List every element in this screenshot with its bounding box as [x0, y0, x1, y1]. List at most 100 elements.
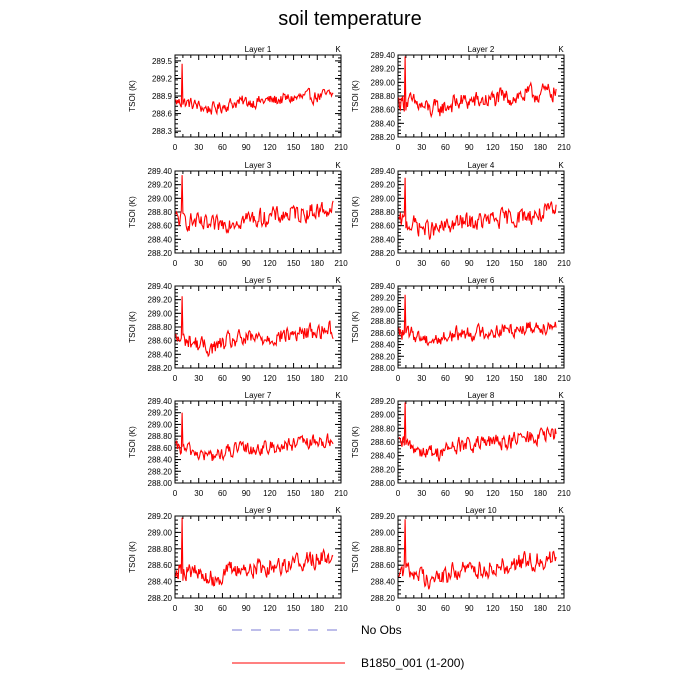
y-tick-label: 288.80 [371, 317, 396, 326]
y-tick-label: 289.00 [148, 194, 173, 203]
y-tick-label: 288.80 [148, 208, 173, 217]
panel-title: Layer 5 [245, 276, 272, 285]
y-tick-label: 288.3 [152, 127, 173, 136]
x-tick-label: 30 [417, 374, 426, 383]
y-axis-label: TSOI (K) [128, 196, 137, 228]
x-tick-label: 90 [465, 604, 474, 613]
x-tick-label: 210 [334, 604, 348, 613]
y-tick-label: 289.00 [371, 528, 396, 537]
x-tick-label: 210 [557, 259, 571, 268]
y-axis-label: TSOI (K) [128, 311, 137, 343]
y-tick-label: 289.40 [148, 397, 173, 406]
y-tick-label: 289.20 [371, 512, 396, 521]
y-tick-label: 289.00 [148, 420, 173, 429]
y-axis-label: TSOI (K) [351, 311, 360, 343]
x-tick-label: 90 [242, 604, 251, 613]
x-tick-label: 180 [534, 143, 548, 152]
unit-label: K [335, 276, 341, 285]
unit-label: K [558, 45, 564, 54]
y-axis-label: TSOI (K) [351, 426, 360, 458]
x-tick-label: 120 [263, 489, 277, 498]
x-tick-label: 150 [510, 259, 524, 268]
x-tick-label: 210 [334, 374, 348, 383]
y-tick-label: 288.80 [371, 545, 396, 554]
panel-title: Layer 1 [245, 45, 272, 54]
y-tick-label: 288.60 [371, 561, 396, 570]
x-tick-label: 90 [465, 489, 474, 498]
y-tick-label: 289.20 [371, 181, 396, 190]
panel-title: Layer 8 [468, 391, 495, 400]
y-tick-label: 288.60 [148, 222, 173, 231]
x-tick-label: 90 [465, 374, 474, 383]
y-tick-label: 288.40 [148, 578, 173, 587]
x-tick-label: 90 [465, 259, 474, 268]
x-tick-label: 0 [173, 143, 178, 152]
x-tick-label: 30 [417, 259, 426, 268]
series-line-b1850 [398, 402, 557, 462]
y-tick-label: 289.20 [148, 181, 173, 190]
panel-title: Layer 4 [468, 161, 495, 170]
x-tick-label: 180 [311, 604, 325, 613]
series-line-b1850 [175, 63, 334, 116]
y-tick-label: 289.20 [148, 512, 173, 521]
panel-layer-5: Layer 5 K 0 30 60 90 120 150 180 210 288.20 288.40 2… [128, 276, 348, 383]
y-tick-label: 289.2 [152, 74, 173, 83]
x-tick-label: 0 [396, 374, 401, 383]
y-tick-label: 288.80 [371, 424, 396, 433]
y-tick-label: 289.00 [148, 528, 173, 537]
x-tick-label: 150 [287, 374, 301, 383]
x-tick-label: 180 [311, 143, 325, 152]
x-tick-label: 90 [242, 143, 251, 152]
x-tick-label: 210 [557, 374, 571, 383]
y-tick-label: 289.20 [148, 296, 173, 305]
y-tick-label: 288.20 [148, 467, 173, 476]
x-tick-label: 0 [173, 489, 178, 498]
panel-layer-7: Layer 7 K 0 30 60 90 120 150 180 210 288.00 288.20 2… [128, 391, 348, 498]
x-tick-label: 60 [218, 259, 227, 268]
y-tick-label: 288.20 [148, 249, 173, 258]
y-tick-label: 289.20 [371, 65, 396, 74]
x-tick-label: 120 [486, 489, 500, 498]
y-tick-label: 289.20 [148, 409, 173, 418]
y-tick-label: 288.60 [371, 329, 396, 338]
x-tick-label: 120 [486, 143, 500, 152]
y-tick-label: 288.80 [371, 208, 396, 217]
x-tick-label: 90 [242, 374, 251, 383]
x-tick-label: 60 [441, 489, 450, 498]
y-tick-label: 288.20 [371, 465, 396, 474]
y-tick-label: 288.60 [148, 444, 173, 453]
series-line-b1850 [398, 519, 557, 590]
panel-title: Layer 7 [245, 391, 272, 400]
x-tick-label: 120 [263, 143, 277, 152]
x-tick-label: 0 [173, 259, 178, 268]
x-tick-label: 180 [311, 259, 325, 268]
x-tick-label: 30 [194, 374, 203, 383]
y-tick-label: 288.9 [152, 92, 173, 101]
y-tick-label: 288.80 [148, 432, 173, 441]
series-line-b1850 [175, 175, 334, 234]
x-tick-label: 150 [510, 374, 524, 383]
series-line-b1850 [398, 56, 557, 119]
x-tick-label: 150 [287, 489, 301, 498]
y-tick-label: 288.40 [371, 119, 396, 128]
y-tick-label: 288.20 [371, 133, 396, 142]
panel-layer-2: Layer 2 K 0 30 60 90 120 150 180 210 288.20 288.40 2… [351, 45, 571, 152]
y-axis-label: TSOI (K) [351, 80, 360, 112]
y-axis-label: TSOI (K) [128, 426, 137, 458]
y-axis-label: TSOI (K) [128, 541, 137, 573]
panel-title: Layer 9 [245, 506, 272, 515]
x-tick-label: 210 [334, 143, 348, 152]
y-tick-label: 289.20 [371, 294, 396, 303]
x-tick-label: 60 [441, 143, 450, 152]
figure-title: soil temperature [278, 8, 422, 30]
x-tick-label: 30 [194, 143, 203, 152]
x-tick-label: 30 [194, 259, 203, 268]
x-tick-label: 30 [417, 489, 426, 498]
x-tick-label: 90 [465, 143, 474, 152]
y-tick-label: 288.80 [148, 545, 173, 554]
y-tick-label: 289.40 [371, 51, 396, 60]
y-axis-label: TSOI (K) [351, 541, 360, 573]
y-tick-label: 289.00 [371, 78, 396, 87]
y-tick-label: 288.40 [371, 341, 396, 350]
